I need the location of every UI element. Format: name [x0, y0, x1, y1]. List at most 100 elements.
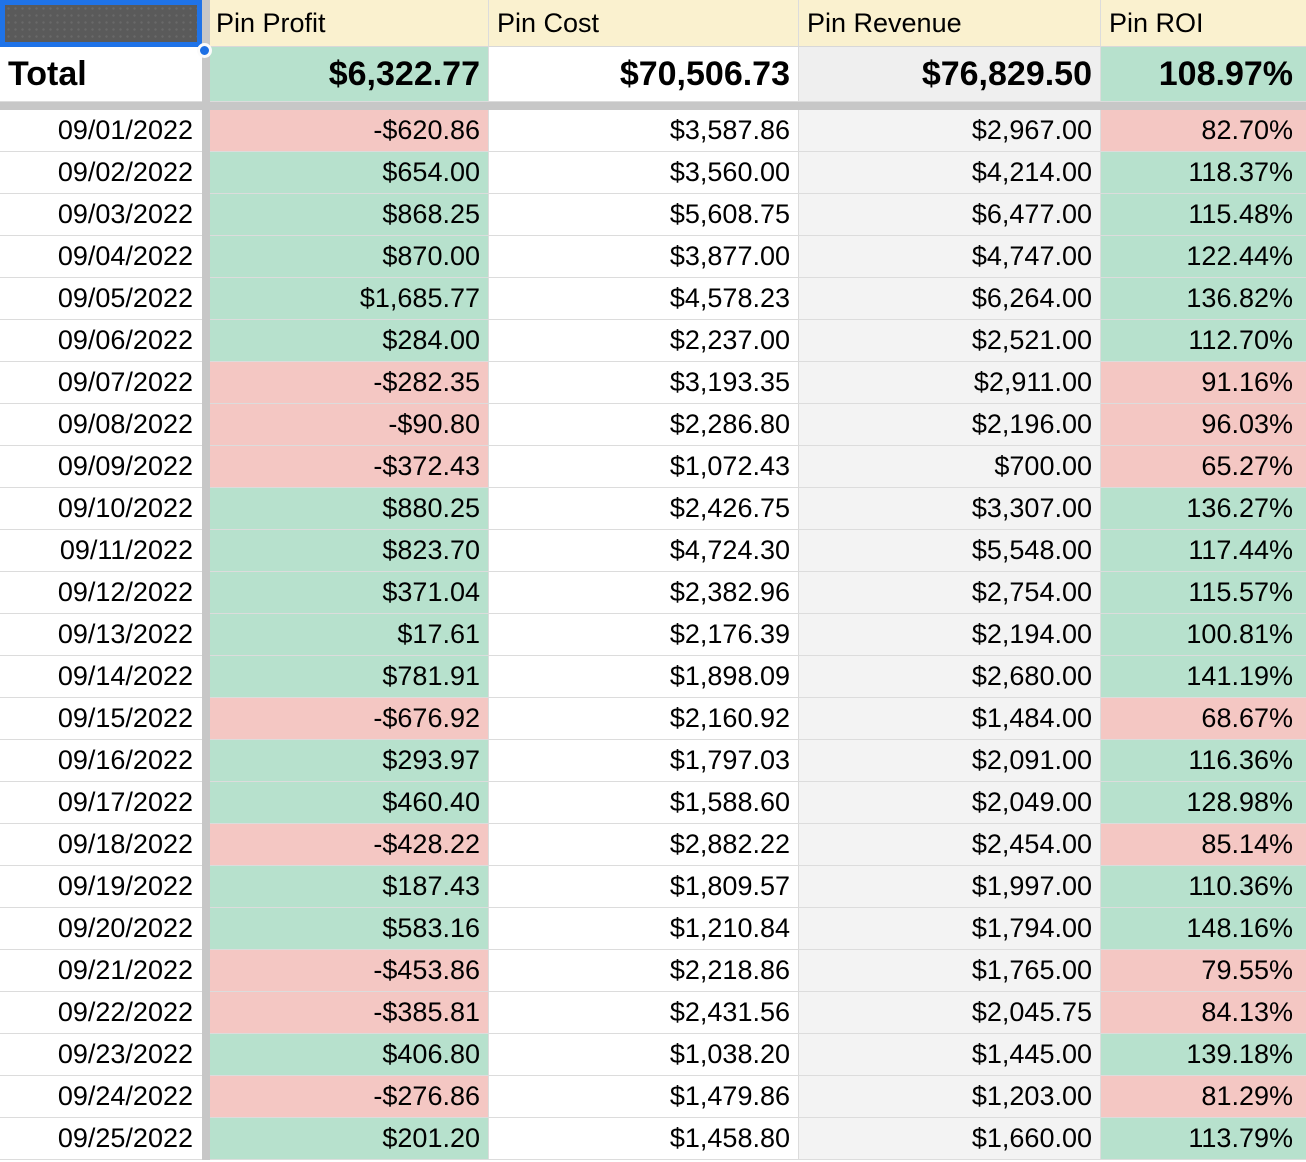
frozen-column-divider[interactable] — [202, 950, 210, 992]
revenue-cell[interactable]: $2,911.00 — [798, 362, 1100, 404]
revenue-cell[interactable]: $4,214.00 — [798, 152, 1100, 194]
cost-cell[interactable]: $1,479.86 — [488, 1076, 798, 1118]
revenue-cell[interactable]: $3,307.00 — [798, 488, 1100, 530]
revenue-cell[interactable]: $2,521.00 — [798, 320, 1100, 362]
frozen-column-divider[interactable] — [202, 530, 210, 572]
cost-cell[interactable]: $2,218.86 — [488, 950, 798, 992]
profit-cell[interactable]: $201.20 — [210, 1118, 488, 1160]
cost-cell[interactable]: $2,882.22 — [488, 824, 798, 866]
profit-cell[interactable]: $284.00 — [210, 320, 488, 362]
frozen-column-divider[interactable] — [202, 320, 210, 362]
cost-cell[interactable]: $1,588.60 — [488, 782, 798, 824]
profit-cell[interactable]: $406.80 — [210, 1034, 488, 1076]
frozen-column-divider[interactable] — [202, 1118, 210, 1160]
date-cell[interactable]: 09/21/2022 — [0, 950, 202, 992]
profit-cell[interactable]: -$282.35 — [210, 362, 488, 404]
roi-cell[interactable]: 118.37% — [1100, 152, 1306, 194]
roi-cell[interactable]: 139.18% — [1100, 1034, 1306, 1076]
frozen-column-divider[interactable] — [202, 110, 210, 152]
cost-cell[interactable]: $3,587.86 — [488, 110, 798, 152]
date-cell[interactable]: 09/01/2022 — [0, 110, 202, 152]
total-revenue-cell[interactable]: $76,829.50 — [798, 47, 1100, 102]
roi-cell[interactable]: 91.16% — [1100, 362, 1306, 404]
roi-cell[interactable]: 79.55% — [1100, 950, 1306, 992]
date-cell[interactable]: 09/17/2022 — [0, 782, 202, 824]
revenue-cell[interactable]: $1,484.00 — [798, 698, 1100, 740]
profit-cell[interactable]: -$620.86 — [210, 110, 488, 152]
frozen-column-divider[interactable] — [202, 47, 210, 102]
roi-cell[interactable]: 84.13% — [1100, 992, 1306, 1034]
roi-cell[interactable]: 115.48% — [1100, 194, 1306, 236]
roi-cell[interactable]: 65.27% — [1100, 446, 1306, 488]
revenue-cell[interactable]: $6,264.00 — [798, 278, 1100, 320]
profit-cell[interactable]: -$90.80 — [210, 404, 488, 446]
date-cell[interactable]: 09/22/2022 — [0, 992, 202, 1034]
profit-cell[interactable]: $583.16 — [210, 908, 488, 950]
column-header-pin-cost[interactable]: Pin Cost — [488, 0, 798, 47]
date-cell[interactable]: 09/10/2022 — [0, 488, 202, 530]
date-cell[interactable]: 09/24/2022 — [0, 1076, 202, 1118]
profit-cell[interactable]: $880.25 — [210, 488, 488, 530]
column-header-pin-roi[interactable]: Pin ROI — [1100, 0, 1306, 47]
profit-cell[interactable]: -$453.86 — [210, 950, 488, 992]
cost-cell[interactable]: $2,160.92 — [488, 698, 798, 740]
frozen-column-divider[interactable] — [202, 194, 210, 236]
profit-cell[interactable]: $1,685.77 — [210, 278, 488, 320]
date-cell[interactable]: 09/12/2022 — [0, 572, 202, 614]
profit-cell[interactable]: $293.97 — [210, 740, 488, 782]
frozen-column-divider[interactable] — [202, 740, 210, 782]
cost-cell[interactable]: $1,898.09 — [488, 656, 798, 698]
roi-cell[interactable]: 81.29% — [1100, 1076, 1306, 1118]
frozen-column-divider[interactable] — [202, 866, 210, 908]
date-cell[interactable]: 09/08/2022 — [0, 404, 202, 446]
frozen-column-divider[interactable] — [202, 614, 210, 656]
date-cell[interactable]: 09/15/2022 — [0, 698, 202, 740]
roi-cell[interactable]: 122.44% — [1100, 236, 1306, 278]
frozen-column-divider[interactable] — [202, 782, 210, 824]
date-cell[interactable]: 09/23/2022 — [0, 1034, 202, 1076]
revenue-cell[interactable]: $2,196.00 — [798, 404, 1100, 446]
roi-cell[interactable]: 141.19% — [1100, 656, 1306, 698]
date-cell[interactable]: 09/07/2022 — [0, 362, 202, 404]
profit-cell[interactable]: -$676.92 — [210, 698, 488, 740]
profit-cell[interactable]: $460.40 — [210, 782, 488, 824]
cost-cell[interactable]: $2,237.00 — [488, 320, 798, 362]
date-cell[interactable]: 09/06/2022 — [0, 320, 202, 362]
roi-cell[interactable]: 115.57% — [1100, 572, 1306, 614]
cost-cell[interactable]: $1,809.57 — [488, 866, 798, 908]
date-cell[interactable]: 09/13/2022 — [0, 614, 202, 656]
roi-cell[interactable]: 110.36% — [1100, 866, 1306, 908]
revenue-cell[interactable]: $2,967.00 — [798, 110, 1100, 152]
cost-cell[interactable]: $3,193.35 — [488, 362, 798, 404]
profit-cell[interactable]: -$385.81 — [210, 992, 488, 1034]
frozen-column-divider[interactable] — [202, 152, 210, 194]
cost-cell[interactable]: $1,072.43 — [488, 446, 798, 488]
profit-cell[interactable]: -$372.43 — [210, 446, 488, 488]
roi-cell[interactable]: 85.14% — [1100, 824, 1306, 866]
selection-fill-handle[interactable] — [197, 43, 212, 58]
date-cell[interactable]: 09/19/2022 — [0, 866, 202, 908]
revenue-cell[interactable]: $2,454.00 — [798, 824, 1100, 866]
frozen-column-divider[interactable] — [202, 278, 210, 320]
total-profit-cell[interactable]: $6,322.77 — [210, 47, 488, 102]
frozen-column-divider[interactable] — [202, 236, 210, 278]
revenue-cell[interactable]: $2,194.00 — [798, 614, 1100, 656]
revenue-cell[interactable]: $2,091.00 — [798, 740, 1100, 782]
revenue-cell[interactable]: $1,660.00 — [798, 1118, 1100, 1160]
roi-cell[interactable]: 148.16% — [1100, 908, 1306, 950]
frozen-column-divider[interactable] — [202, 992, 210, 1034]
frozen-column-divider[interactable] — [202, 572, 210, 614]
cost-cell[interactable]: $4,724.30 — [488, 530, 798, 572]
cost-cell[interactable]: $2,382.96 — [488, 572, 798, 614]
frozen-column-divider[interactable] — [202, 404, 210, 446]
cost-cell[interactable]: $3,560.00 — [488, 152, 798, 194]
date-cell[interactable]: 09/25/2022 — [0, 1118, 202, 1160]
cost-cell[interactable]: $3,877.00 — [488, 236, 798, 278]
revenue-cell[interactable]: $5,548.00 — [798, 530, 1100, 572]
cost-cell[interactable]: $2,176.39 — [488, 614, 798, 656]
date-cell[interactable]: 09/05/2022 — [0, 278, 202, 320]
profit-cell[interactable]: -$428.22 — [210, 824, 488, 866]
frozen-column-divider[interactable] — [202, 362, 210, 404]
roi-cell[interactable]: 116.36% — [1100, 740, 1306, 782]
roi-cell[interactable]: 128.98% — [1100, 782, 1306, 824]
